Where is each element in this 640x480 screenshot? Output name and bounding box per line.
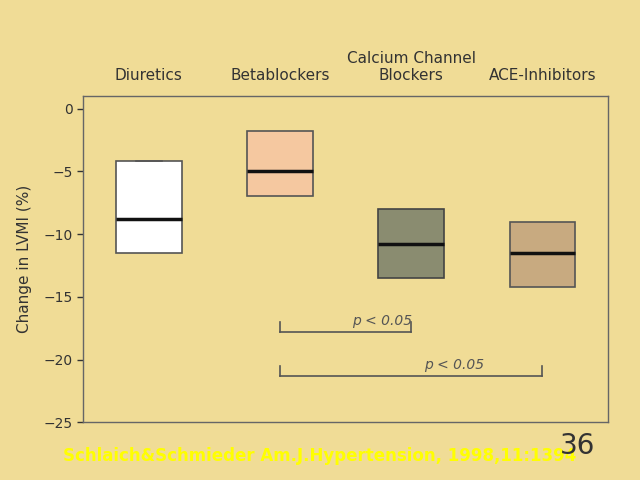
Text: Diuretics: Diuretics — [115, 68, 183, 83]
Text: Calcium Channel
Blockers: Calcium Channel Blockers — [347, 50, 476, 83]
Text: Schlaich&Schmieder Am.J.Hypertension, 1998,11:1394: Schlaich&Schmieder Am.J.Hypertension, 19… — [63, 447, 577, 465]
Text: 36: 36 — [560, 432, 595, 460]
Y-axis label: Change in LVMI (%): Change in LVMI (%) — [17, 185, 33, 333]
Text: p < 0.05: p < 0.05 — [424, 358, 484, 372]
Text: p < 0.05: p < 0.05 — [352, 314, 412, 328]
Bar — [509, 222, 575, 287]
Text: Betablockers: Betablockers — [230, 68, 330, 83]
Text: ACE-Inhibitors: ACE-Inhibitors — [488, 68, 596, 83]
Bar — [378, 209, 444, 278]
Bar — [247, 131, 313, 196]
Bar — [116, 161, 182, 253]
